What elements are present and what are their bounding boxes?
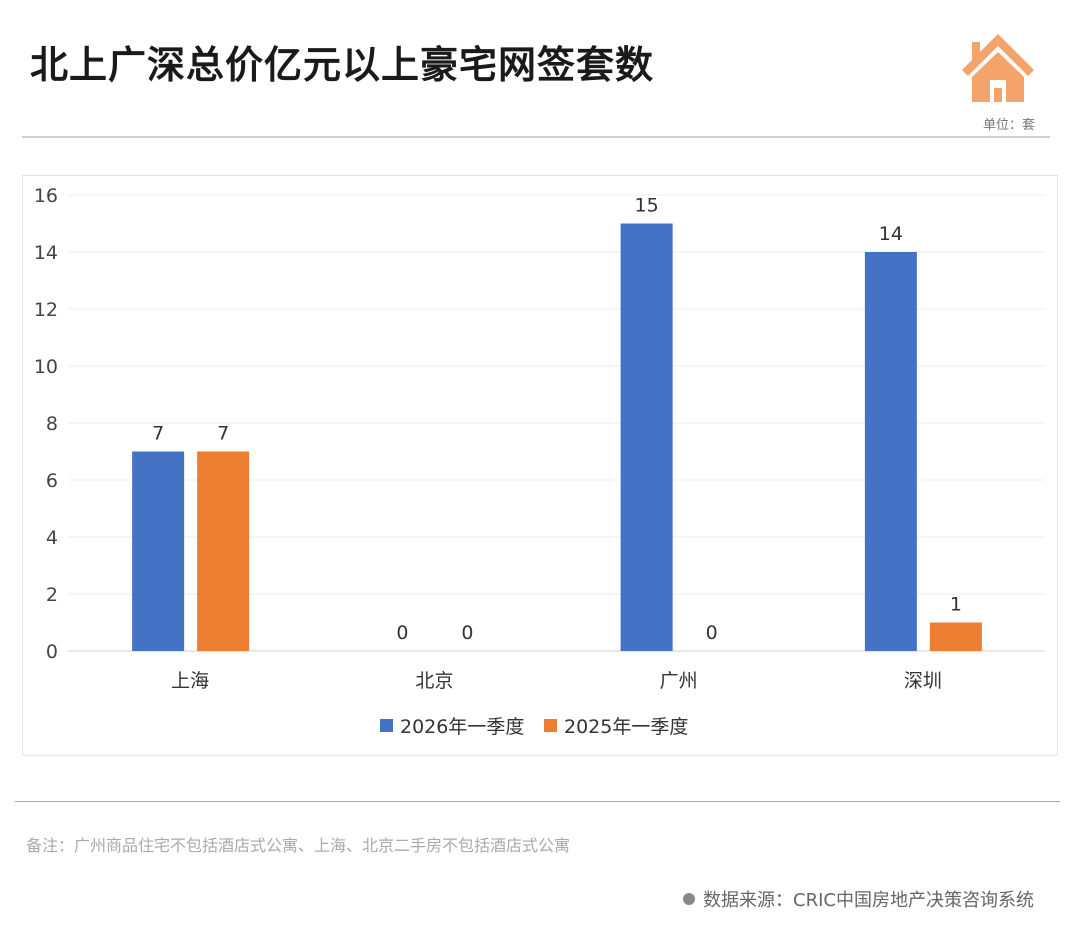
bar-2026q1 bbox=[132, 451, 185, 651]
house-icon bbox=[962, 34, 1034, 102]
data-label: 0 bbox=[706, 622, 718, 644]
data-label: 0 bbox=[461, 622, 473, 644]
bar-2025q1 bbox=[929, 622, 982, 651]
y-tick-label: 14 bbox=[34, 242, 58, 264]
y-tick-label: 6 bbox=[46, 470, 58, 492]
footnote: 备注：广州商品住宅不包括酒店式公寓、上海、北京二手房不包括酒店式公寓 bbox=[26, 836, 571, 855]
data-label: 15 bbox=[635, 195, 659, 217]
data-label: 7 bbox=[152, 423, 164, 445]
x-tick-label: 深圳 bbox=[904, 670, 942, 692]
divider bbox=[15, 801, 1060, 802]
x-tick-label: 上海 bbox=[171, 670, 209, 692]
chart-frame bbox=[22, 175, 1058, 756]
legend-label: 2026年一季度 bbox=[400, 716, 524, 738]
source-text: 数据来源：CRIC中国房地产决策咨询系统 bbox=[703, 890, 1034, 911]
data-label: 14 bbox=[879, 223, 903, 245]
data-label: 1 bbox=[950, 594, 962, 616]
legend-swatch bbox=[544, 719, 557, 732]
source-line: 数据来源：CRIC中国房地产决策咨询系统 bbox=[683, 886, 1034, 912]
data-label: 0 bbox=[396, 622, 408, 644]
x-tick-label: 广州 bbox=[660, 670, 698, 692]
page-title: 北上广深总价亿元以上豪宅网签套数 bbox=[30, 43, 655, 87]
y-tick-label: 2 bbox=[46, 584, 58, 606]
bullet-icon bbox=[683, 893, 696, 905]
data-label: 7 bbox=[217, 423, 229, 445]
bar-2026q1 bbox=[864, 252, 917, 651]
y-tick-label: 0 bbox=[46, 641, 58, 663]
y-tick-label: 10 bbox=[34, 356, 58, 378]
bar-2025q1 bbox=[197, 451, 250, 651]
y-tick-label: 4 bbox=[46, 527, 58, 549]
y-tick-label: 12 bbox=[34, 299, 58, 321]
legend-swatch bbox=[380, 719, 393, 732]
x-tick-label: 北京 bbox=[415, 670, 453, 692]
divider bbox=[22, 136, 1050, 138]
legend-label: 2025年一季度 bbox=[564, 716, 688, 738]
y-tick-label: 8 bbox=[46, 413, 58, 435]
y-tick-label: 16 bbox=[34, 185, 58, 207]
bar-2026q1 bbox=[620, 223, 673, 651]
unit-label: 单位：套 bbox=[982, 118, 1035, 133]
